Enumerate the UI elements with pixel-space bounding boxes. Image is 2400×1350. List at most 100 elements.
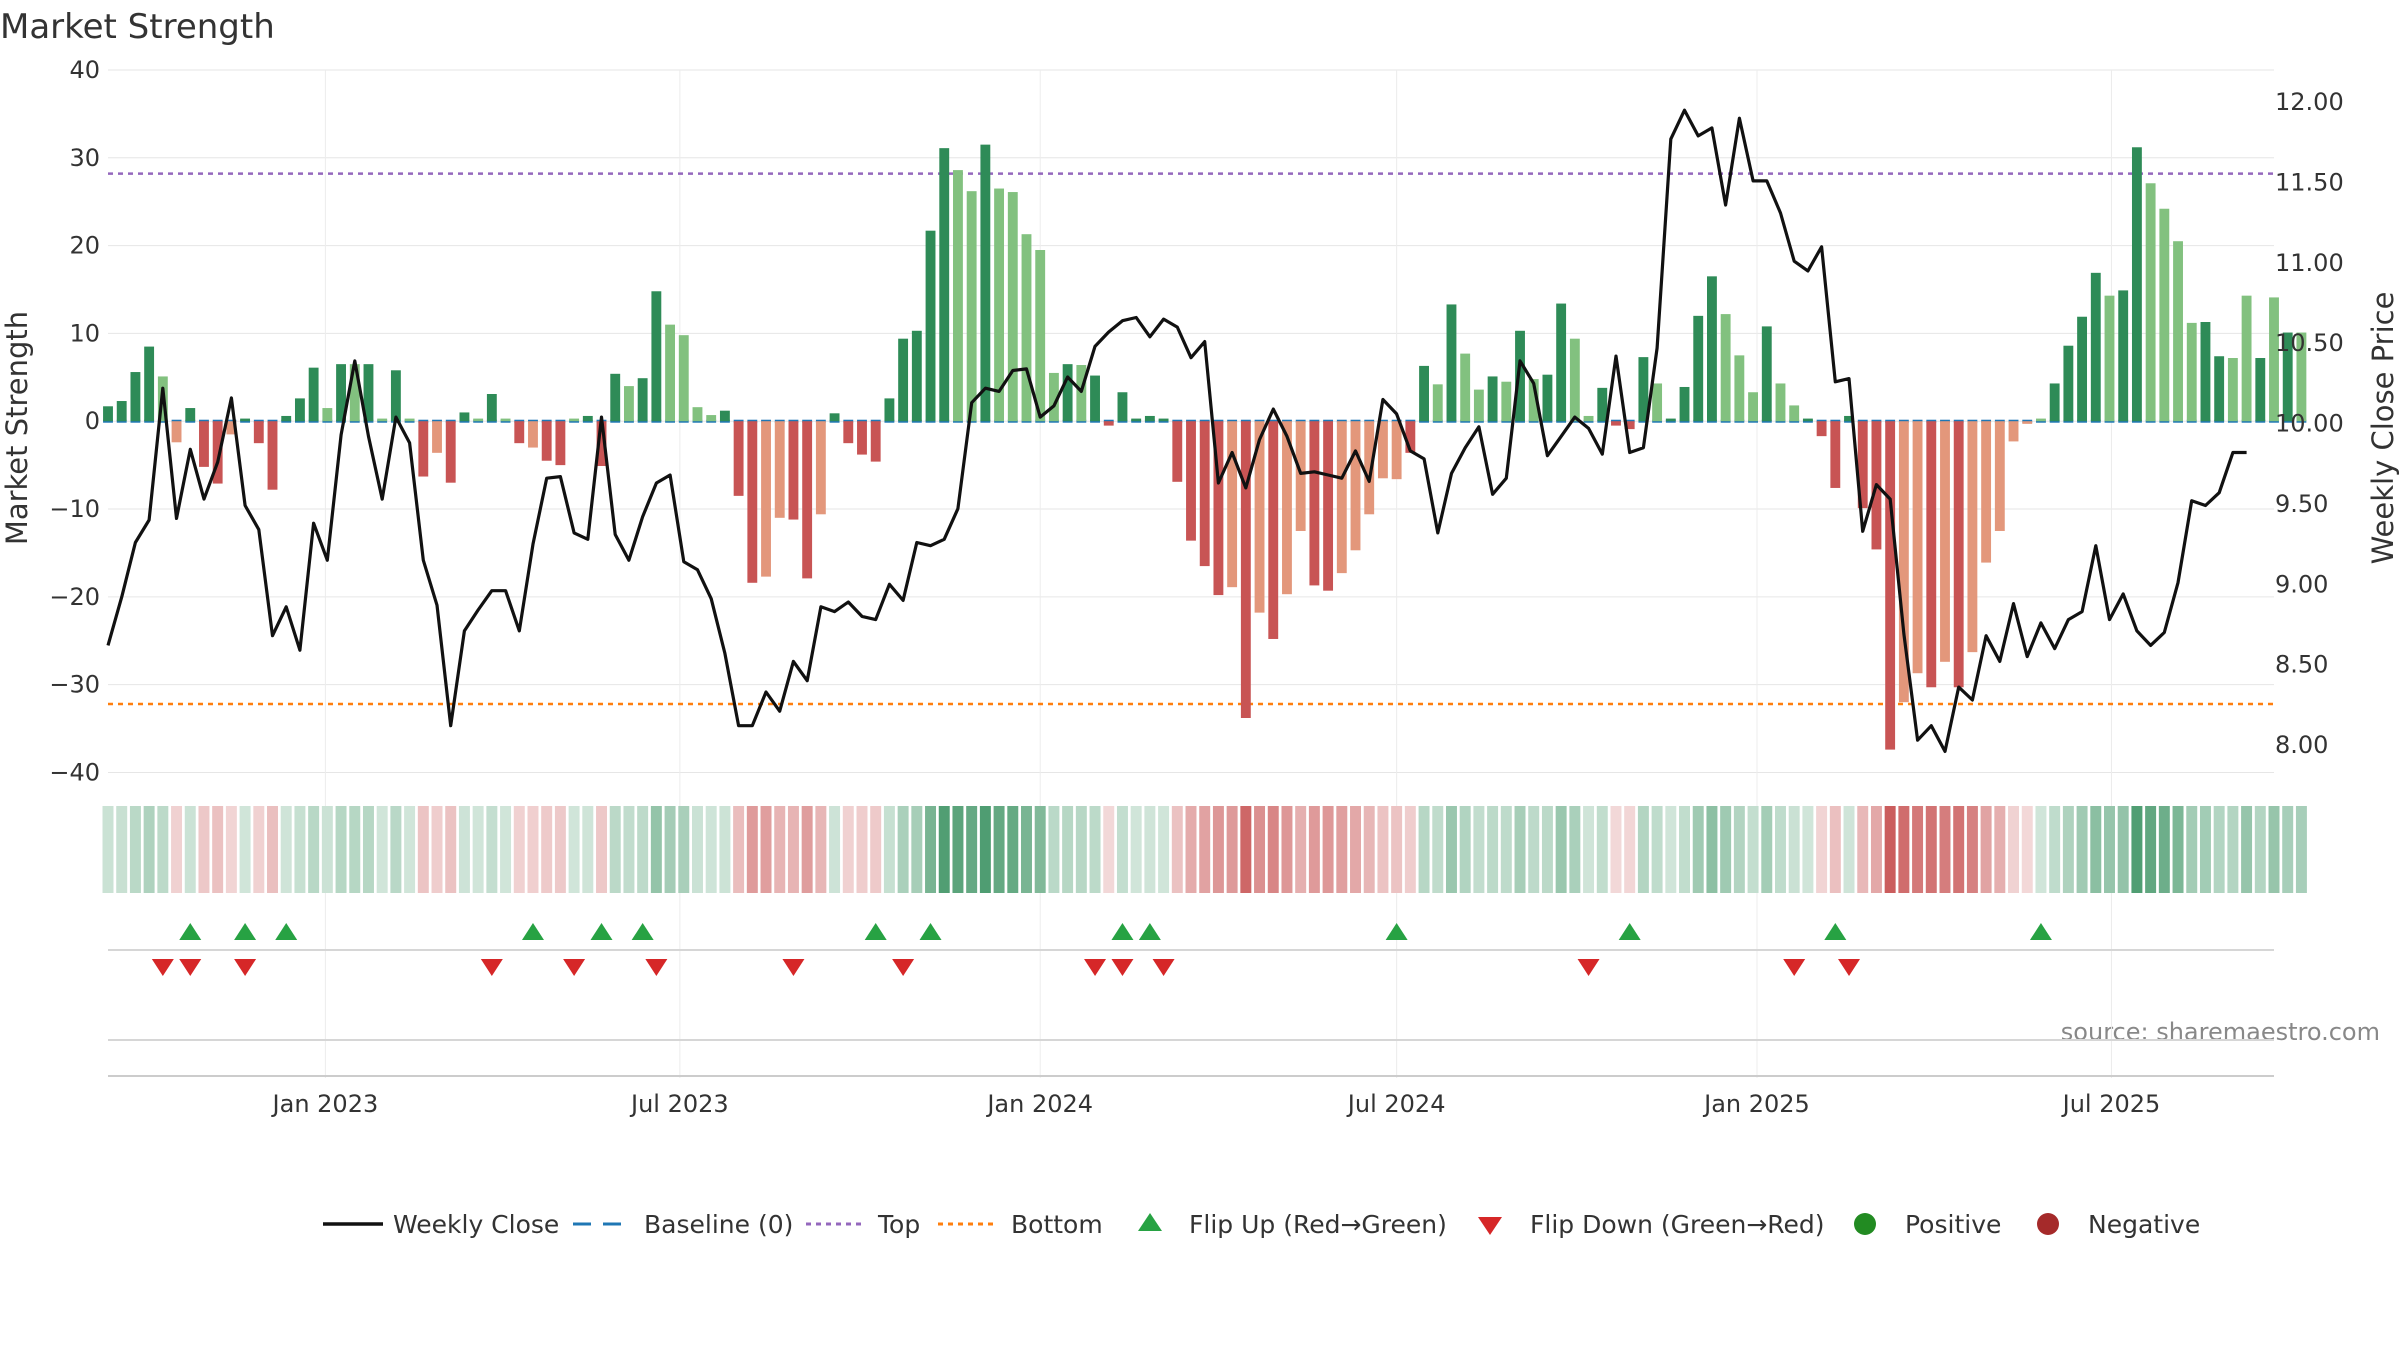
strength-bar [706, 415, 717, 422]
strength-bar [1144, 415, 1155, 422]
heat-cell [1240, 806, 1252, 893]
strength-bar [1665, 418, 1676, 422]
strength-bar [1391, 421, 1402, 480]
strength-bar [1775, 383, 1786, 422]
strength-bars [103, 144, 2307, 750]
heat-cell [1363, 806, 1375, 893]
legend-item-negative: Negative [2037, 1210, 2200, 1239]
strength-bar [1419, 365, 1429, 422]
legend-label: Top [877, 1210, 920, 1239]
strength-bar [1213, 421, 1224, 596]
flip-up-marker [919, 923, 942, 940]
heat-cell [472, 806, 484, 893]
heat-cell [376, 806, 388, 893]
heat-cell [239, 806, 251, 893]
legend-label: Negative [2088, 1210, 2200, 1239]
heat-cell [2172, 806, 2184, 893]
heat-cell [815, 806, 827, 893]
heat-cell [2254, 806, 2266, 893]
strength-bar [1158, 418, 1169, 422]
legend-item-close: Weekly Close [323, 1210, 559, 1239]
flip-up-marker [1618, 923, 1641, 940]
heat-cell [280, 806, 292, 893]
heat-cell [321, 806, 333, 893]
strength-bar [404, 418, 415, 422]
legend-swatch [2037, 1213, 2059, 1235]
flip-up-marker [864, 923, 887, 940]
strength-bar [2090, 272, 2101, 422]
strength-bar [514, 421, 525, 444]
y-right-tick-label: 10.50 [2275, 329, 2344, 357]
heat-cell [1953, 806, 1965, 893]
heat-cell [1500, 806, 1512, 893]
strength-bar [596, 421, 607, 466]
heat-cell [1994, 806, 2006, 893]
heat-cell [650, 806, 662, 893]
heat-cell [787, 806, 799, 893]
heat-cell [2186, 806, 2198, 893]
heat-cell [2049, 806, 2061, 893]
flip-up-marker [1111, 923, 1134, 940]
chart-title: Market Strength [0, 7, 275, 47]
flip-down-marker [151, 959, 174, 976]
heat-cell [143, 806, 155, 893]
heat-cell [829, 806, 841, 893]
heat-cell [1870, 806, 1882, 893]
strength-bar [473, 418, 484, 422]
strength-bar [1240, 421, 1251, 718]
heat-cell [1816, 806, 1828, 893]
strength-bar [555, 421, 566, 466]
strength-bar [2104, 295, 2115, 422]
heat-cell [1884, 806, 1896, 893]
heat-cell [294, 806, 306, 893]
heat-cell [938, 806, 950, 893]
heat-cell [623, 806, 635, 893]
strength-bar [1295, 421, 1306, 531]
strength-bar [1940, 421, 1950, 662]
heat-cell [1733, 806, 1745, 893]
heat-cell [774, 806, 786, 893]
strength-bar [678, 335, 689, 422]
heat-cell [2241, 806, 2253, 893]
strength-bar [624, 386, 634, 422]
y-left-tick-label: −30 [49, 671, 100, 699]
heat-cell [1665, 806, 1677, 893]
y-right-tick-label: 11.50 [2275, 169, 2344, 197]
heat-cell [1459, 806, 1471, 893]
strength-bar [1432, 384, 1443, 422]
strength-bar [1885, 421, 1896, 750]
heat-cell [2021, 806, 2033, 893]
weekly-close-series [106, 108, 2247, 754]
y-left-tick-label: 30 [69, 144, 100, 172]
heat-cell [1116, 806, 1128, 893]
strength-bar [1515, 330, 1525, 422]
strength-bar [1720, 314, 1731, 422]
source-note: source: sharemaestro.com [2061, 1018, 2380, 1046]
strength-bar [610, 373, 621, 422]
strength-bar [582, 415, 593, 422]
heat-cell [733, 806, 745, 893]
heat-cell [966, 806, 978, 893]
strength-bar [884, 398, 895, 422]
legend-label: Flip Down (Green→Red) [1530, 1210, 1825, 1239]
strength-bar [2049, 383, 2060, 422]
strength-bar [788, 421, 799, 520]
strength-bar [1898, 421, 1909, 703]
heat-cell [568, 806, 580, 893]
strength-bar [1994, 421, 2005, 531]
strength-bar [199, 421, 209, 467]
strength-bar [1350, 421, 1361, 551]
strength-bar [870, 421, 881, 462]
strength-bar [1377, 421, 1388, 479]
heat-cell [1336, 806, 1348, 893]
y-right-tick-label: 9.50 [2275, 490, 2328, 518]
strength-bar [1611, 421, 1621, 426]
heat-cell [1322, 806, 1334, 893]
strength-bar [1460, 353, 1471, 422]
y-right-tick-label: 11.00 [2275, 249, 2344, 277]
strength-bar [829, 413, 840, 422]
heat-cell [404, 806, 416, 893]
heat-cell [760, 806, 772, 893]
strength-bar [569, 418, 580, 422]
strength-bar [1953, 421, 1964, 688]
